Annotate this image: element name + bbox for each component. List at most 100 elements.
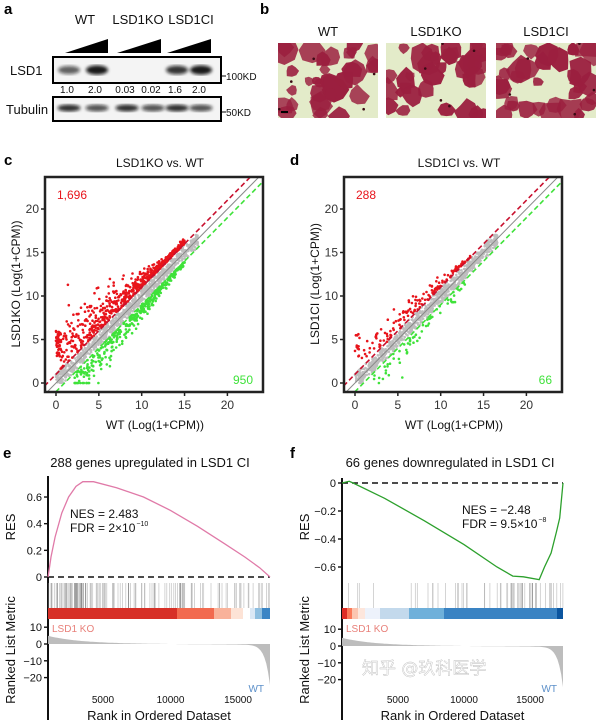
x-tick-label: 15000 — [224, 695, 252, 706]
unchanged-gene-point — [130, 302, 133, 306]
upregulated-gene-point — [116, 305, 120, 308]
upregulated-gene-point — [101, 318, 104, 322]
upregulated-gene-point — [122, 274, 125, 277]
y-tick-label: 0.2 — [27, 545, 42, 557]
upregulated-gene-point — [115, 289, 118, 293]
colony — [405, 72, 415, 82]
unchanged-gene-point — [471, 256, 474, 260]
upregulated-gene-point — [105, 316, 109, 320]
downregulated-gene-point — [90, 361, 93, 365]
downregulated-gene-point — [82, 367, 86, 370]
unchanged-gene-point — [154, 275, 157, 279]
upregulated-gene-point — [389, 333, 392, 337]
upregulated-gene-point — [103, 320, 107, 324]
ranked-list-metric-area — [342, 637, 563, 688]
upregulated-gene-point — [133, 282, 137, 285]
running-enrichment-score-curve — [47, 481, 271, 578]
panel-label-e: e — [3, 445, 11, 462]
unchanged-gene-point — [147, 293, 151, 296]
unchanged-gene-point — [178, 259, 181, 263]
upregulated-gene-point — [135, 287, 139, 291]
upregulated-gene-point — [59, 338, 63, 342]
downregulated-gene-point — [111, 345, 114, 349]
upregulated-gene-point — [138, 270, 142, 274]
unchanged-gene-point — [55, 378, 58, 381]
colony — [365, 55, 378, 74]
upregulated-gene-point — [168, 253, 171, 256]
upregulated-gene-point — [101, 302, 105, 306]
unchanged-gene-point — [393, 344, 396, 348]
upregulated-gene-point — [164, 260, 168, 263]
upregulated-gene-point — [91, 309, 94, 313]
y-tick-label: 0 — [36, 572, 42, 584]
downregulated-gene-point — [97, 381, 100, 385]
upregulated-gene-point — [411, 311, 415, 315]
unchanged-gene-point — [88, 352, 91, 356]
downregulated-gene-point — [421, 323, 425, 327]
panel-label-c: c — [4, 152, 12, 169]
debris-dot — [526, 57, 530, 60]
downregulated-gene-point — [109, 358, 112, 362]
unchanged-gene-point — [64, 375, 68, 379]
band-quantification: 1.6 — [168, 85, 182, 96]
upregulated-gene-point — [102, 311, 105, 315]
marker-100kd: 100KD — [226, 72, 257, 83]
ranked-metric-color-segment — [347, 608, 352, 619]
unchanged-gene-point — [450, 287, 453, 291]
x-tick-label: 20 — [221, 398, 235, 412]
unchanged-gene-point — [80, 353, 83, 357]
downregulated-gene-point — [143, 304, 147, 308]
upregulated-gene-point — [115, 302, 119, 306]
unchanged-gene-point — [76, 356, 79, 360]
upregulated-gene-point — [423, 298, 427, 302]
downregulated-gene-point — [92, 374, 96, 378]
downregulated-gene-point — [146, 312, 149, 316]
downregulated-gene-point — [86, 366, 89, 369]
unchanged-gene-point — [70, 369, 74, 373]
unchanged-gene-point — [414, 325, 417, 329]
upregulated-gene-point — [94, 319, 98, 323]
upregulated-gene-point — [98, 310, 102, 313]
unchanged-gene-point — [146, 286, 150, 289]
upregulated-gene-point — [127, 292, 130, 295]
colony — [579, 98, 596, 112]
upregulated-gene-point — [70, 335, 73, 339]
unchanged-gene-point — [466, 260, 469, 264]
ranked-metric-color-segment — [48, 608, 177, 619]
upregulated-gene-point — [68, 324, 71, 328]
unchanged-gene-point — [371, 360, 375, 363]
unchanged-gene-point — [152, 285, 155, 288]
downregulated-gene-point — [384, 371, 388, 375]
metric-y-tick-label: −20 — [317, 675, 336, 687]
y-tick-label: 20 — [325, 202, 339, 216]
upregulated-gene-point — [136, 285, 140, 289]
upregulated-gene-point — [109, 309, 113, 312]
y-tick-label: 0.4 — [27, 519, 42, 531]
downregulated-gene-point — [118, 335, 122, 339]
upregulated-gene-point — [54, 329, 58, 333]
upregulated-gene-point — [360, 356, 364, 360]
downregulated-gene-point — [112, 348, 115, 352]
band-quantification: 0.03 — [115, 85, 135, 96]
x-axis-label: Rank in Ordered Dataset — [381, 708, 525, 723]
upregulated-gene-point — [365, 354, 368, 358]
debris-dot — [508, 93, 512, 96]
chart-title: LSD1KO vs. WT — [116, 156, 205, 170]
downregulated-gene-point — [97, 349, 101, 352]
upregulated-gene-point — [407, 309, 410, 312]
upregulated-gene-point — [372, 347, 376, 350]
downregulated-gene-point — [402, 343, 406, 346]
upregulated-gene-point — [112, 281, 115, 284]
unchanged-gene-point — [64, 363, 68, 366]
running-enrichment-score-curve — [341, 480, 564, 581]
upregulated-gene-point — [73, 343, 77, 347]
downregulated-gene-point — [401, 376, 404, 379]
unchanged-gene-point — [132, 307, 136, 310]
identity-line — [346, 176, 560, 391]
upregulated-gene-point — [94, 316, 98, 320]
unchanged-gene-point — [462, 267, 466, 271]
colony — [278, 97, 293, 114]
downregulated-gene-point — [147, 299, 151, 303]
upregulated-gene-point — [87, 309, 90, 313]
upregulated-gene-point — [128, 285, 132, 289]
